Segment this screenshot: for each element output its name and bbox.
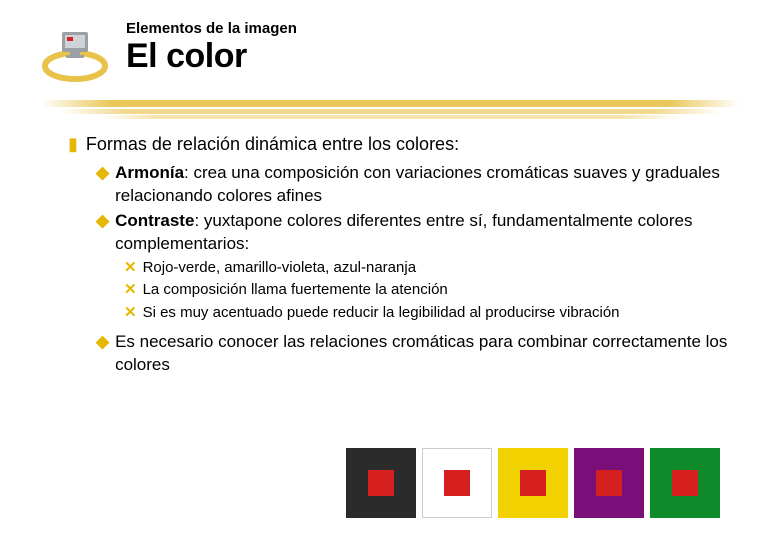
armonia-bold: Armonía	[115, 163, 184, 182]
x-bullet-icon: ✕	[124, 258, 137, 278]
swatch	[346, 448, 416, 518]
lvl2-text-armonia: Armonía: crea una composición con variac…	[115, 162, 740, 208]
bullet-lvl3: ✕ Si es muy acentuado puede reducir la l…	[124, 303, 740, 323]
lvl1-text: Formas de relación dinámica entre los co…	[86, 132, 459, 156]
bullet-lvl2: ◆ Contraste: yuxtapone colores diferente…	[96, 210, 740, 256]
swatch-inner	[596, 470, 622, 496]
z-bullet-icon: ▮	[68, 132, 78, 156]
decorative-brush	[40, 96, 740, 122]
lvl3-group: ✕ Rojo-verde, amarillo-violeta, azul-nar…	[96, 258, 740, 323]
slide: Elementos de la imagen El color ▮ Formas…	[0, 0, 780, 540]
swatch-inner	[672, 470, 698, 496]
color-swatches	[346, 448, 720, 518]
swatch-inner	[520, 470, 546, 496]
swatch	[574, 448, 644, 518]
contraste-bold: Contraste	[115, 211, 194, 230]
header: Elementos de la imagen El color	[40, 18, 740, 88]
swatch-inner	[368, 470, 394, 496]
bullet-lvl3: ✕ Rojo-verde, amarillo-violeta, azul-nar…	[124, 258, 740, 278]
lvl3-text: Si es muy acentuado puede reducir la leg…	[143, 303, 620, 323]
swatch	[650, 448, 720, 518]
content: ▮ Formas de relación dinámica entre los …	[40, 132, 740, 377]
y-bullet-icon: ◆	[96, 331, 109, 377]
swatch	[422, 448, 492, 518]
slide-subtitle: Elementos de la imagen	[126, 20, 297, 37]
swatch-inner	[444, 470, 470, 496]
lvl2-group: ◆ Armonía: crea una composición con vari…	[68, 162, 740, 376]
lvl3-text: Rojo-verde, amarillo-violeta, azul-naran…	[143, 258, 416, 278]
bullet-lvl2: ◆ Es necesario conocer las relaciones cr…	[96, 331, 740, 377]
bullet-lvl1: ▮ Formas de relación dinámica entre los …	[68, 132, 740, 156]
lvl3-text: La composición llama fuertemente la aten…	[143, 280, 448, 300]
y-bullet-icon: ◆	[96, 210, 109, 256]
x-bullet-icon: ✕	[124, 280, 137, 300]
lvl2-text-closing: Es necesario conocer las relaciones crom…	[115, 331, 740, 377]
y-bullet-icon: ◆	[96, 162, 109, 208]
slide-title: El color	[126, 37, 297, 76]
bullet-lvl3: ✕ La composición llama fuertemente la at…	[124, 280, 740, 300]
lvl2-text-contraste: Contraste: yuxtapone colores diferentes …	[115, 210, 740, 256]
title-block: Elementos de la imagen El color	[126, 18, 297, 76]
slide-logo	[40, 18, 110, 88]
x-bullet-icon: ✕	[124, 303, 137, 323]
armonia-rest: : crea una composición con variaciones c…	[115, 163, 720, 205]
bullet-lvl2: ◆ Armonía: crea una composición con vari…	[96, 162, 740, 208]
swatch	[498, 448, 568, 518]
contraste-rest: : yuxtapone colores diferentes entre sí,…	[115, 211, 692, 253]
